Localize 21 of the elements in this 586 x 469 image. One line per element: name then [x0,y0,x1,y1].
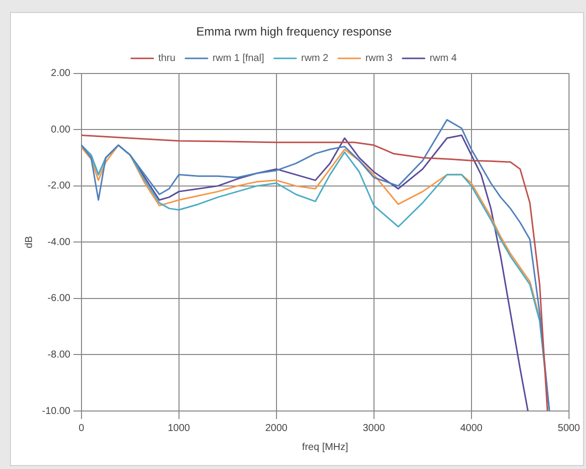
y-axis-title: dB [24,236,35,248]
legend-label: rwm 3 [365,53,394,64]
x-tick-label: 2000 [265,422,288,434]
y-tick-label: -2.00 [48,180,71,192]
chart-title: Emma rwm high frequency response [196,24,392,39]
x-tick-label: 5000 [558,422,580,434]
legend-label: rwm 1 [fnal] [212,53,264,64]
y-tick-label: -8.00 [48,349,71,360]
y-tick-label: -4.00 [48,236,71,248]
y-tick-label: -10.00 [42,406,71,417]
legend-label: rwm 2 [301,53,329,64]
legend-label: thru [158,53,176,64]
x-tick-label: 0 [78,422,85,434]
y-tick-label: 0.00 [50,124,71,136]
y-tick-label: -6.00 [48,293,71,304]
x-tick-label: 3000 [362,422,386,434]
legend-label: rwm 4 [430,53,458,64]
x-axis-title: freq [MHz] [302,442,348,453]
y-tick-label: 2.00 [50,68,71,80]
x-tick-label: 1000 [168,422,190,434]
x-tick-label: 4000 [460,422,483,434]
